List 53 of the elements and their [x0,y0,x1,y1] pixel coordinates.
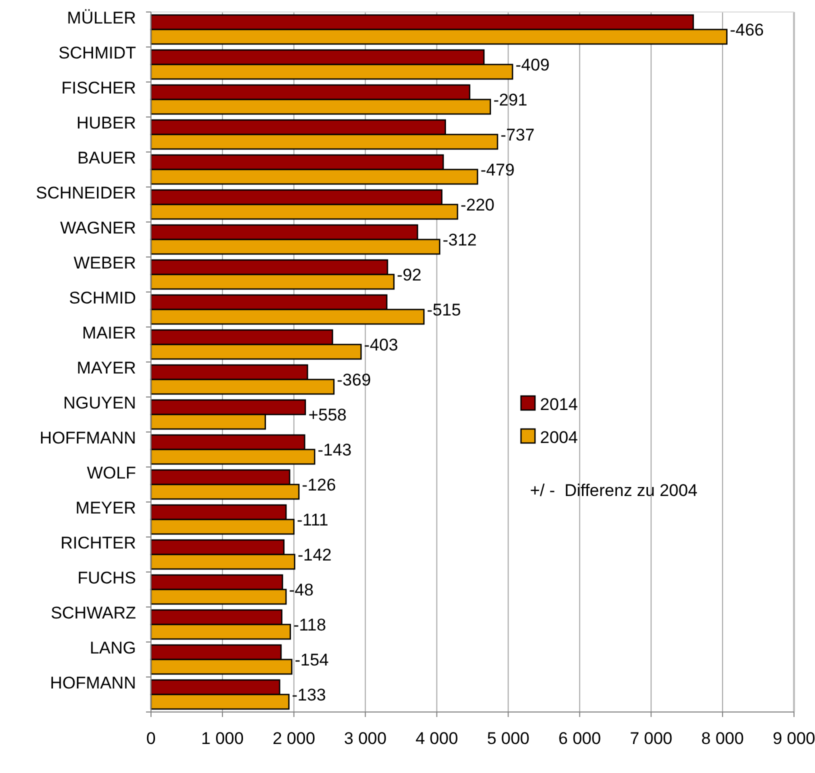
y-tick-label: MAYER [76,358,136,378]
annotation: -515 [426,300,461,320]
y-tick-label: BAUER [77,148,136,168]
x-tick-label: 7 000 [630,729,672,748]
x-tick-label: 2 000 [272,729,316,748]
y-tick-label: SCHMIDT [58,44,136,62]
annotation: -118 [293,616,326,634]
x-tick-label: 0 [146,729,156,748]
annotation: -403 [364,336,398,354]
y-tick-label: HUBER [76,114,136,132]
legend-label: 2014 [540,395,578,414]
annotation: -126 [302,476,336,494]
x-tick-label: 9 000 [772,729,815,748]
x-tick-label: 4 000 [416,729,458,748]
annotation: -737 [500,126,535,144]
annotation: +558 [308,406,347,424]
annotation: -312 [442,230,477,250]
y-tick-label: RICHTER [60,534,136,552]
annotation: -479 [480,160,515,180]
annotation: -369 [336,370,371,390]
y-tick-label: MAIER [82,324,136,342]
y-tick-label: SCHMID [68,288,136,308]
x-tick-label: 1 000 [201,729,244,748]
y-tick-label: FUCHS [77,568,136,588]
annotation: -466 [730,20,764,40]
y-tick-label: HOFMANN [50,674,136,692]
y-tick-label: NGUYEN [63,394,136,412]
annotation: -291 [493,90,528,110]
legend-label: 2004 [540,428,578,447]
y-tick-label: MÜLLER [67,8,136,28]
annotation: -48 [289,580,314,600]
annotation: -143 [318,440,352,460]
annotation: -409 [516,56,550,74]
annotation: -220 [460,196,495,214]
y-tick-label: MEYER [76,498,136,518]
x-tick-label: 8 000 [701,729,744,748]
y-tick-label: LANG [90,638,136,658]
x-tick-label: 3 000 [344,729,387,748]
x-tick-label: 5 000 [486,729,530,748]
y-tick-label: FISCHER [61,78,136,98]
annotation: -92 [396,266,422,284]
annotation: -154 [294,650,329,670]
y-tick-label: SCHNEIDER [36,184,136,202]
annotation: +/ - Differenz zu 2004 [530,481,698,500]
y-tick-label: SCHWARZ [50,604,136,622]
y-tick-label: WAGNER [60,218,136,238]
x-tick-label: 6 000 [558,729,601,748]
annotation: -133 [292,686,326,704]
y-tick-label: HOFFMANN [40,428,136,448]
y-tick-label: WEBER [74,254,136,272]
y-tick-label: WOLF [86,464,136,482]
annotation: -142 [298,546,332,564]
annotation: -111 [296,510,328,530]
